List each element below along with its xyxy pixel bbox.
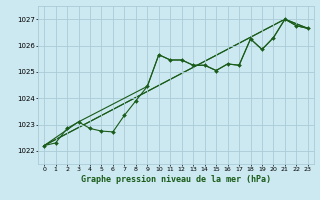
- X-axis label: Graphe pression niveau de la mer (hPa): Graphe pression niveau de la mer (hPa): [81, 175, 271, 184]
